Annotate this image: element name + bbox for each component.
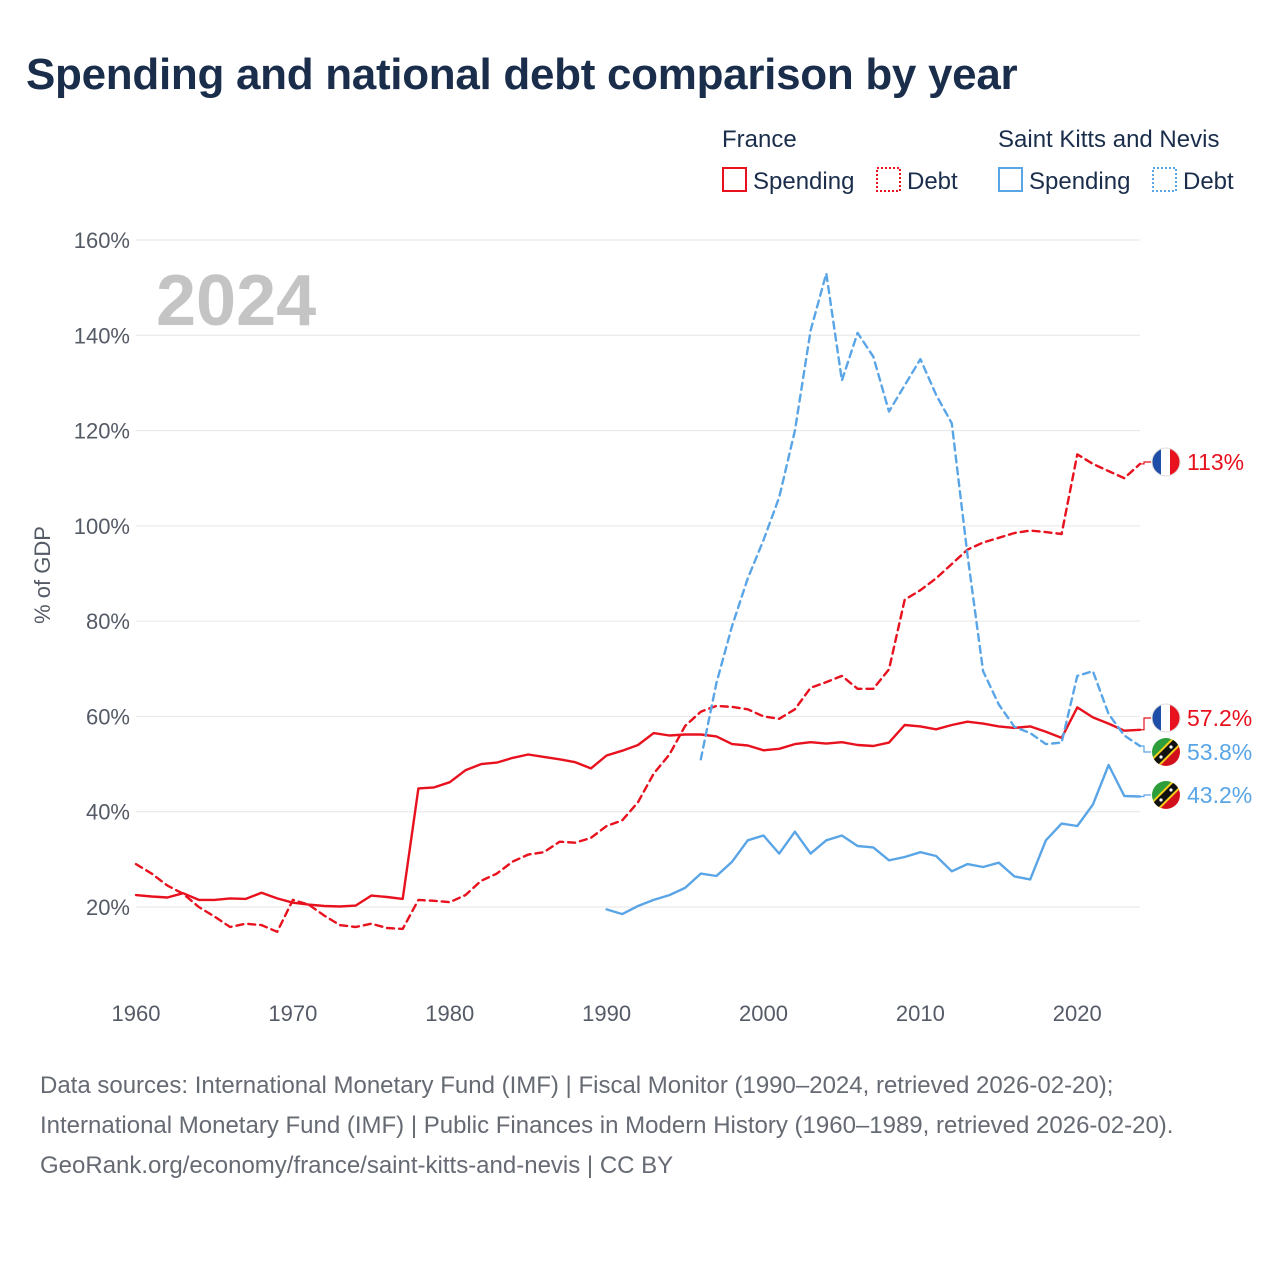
credit-line: GeoRank.org/economy/france/saint-kitts-a… bbox=[40, 1152, 674, 1179]
legend-group-france: France bbox=[722, 126, 797, 153]
x-tick-label: 2000 bbox=[739, 1001, 788, 1026]
y-tick-label: 160% bbox=[74, 228, 130, 253]
end-connector bbox=[1140, 745, 1151, 753]
legend-swatch-france-spending bbox=[722, 167, 747, 192]
flag-france-spending bbox=[1151, 703, 1181, 733]
y-tick-label: 40% bbox=[86, 800, 130, 825]
legend-label-skn-debt: Debt bbox=[1183, 168, 1234, 195]
legend-swatch-france-debt bbox=[876, 167, 901, 192]
series-line-france-debt bbox=[134, 453, 1142, 933]
footer: Data sources: International Monetary Fun… bbox=[40, 1066, 1240, 1186]
end-connector bbox=[1140, 717, 1151, 731]
x-tick-label: 1960 bbox=[112, 1001, 161, 1026]
legend-label-skn-spending: Spending bbox=[1029, 168, 1130, 195]
x-axis: 1960 1970 1980 1990 2000 2010 2020 bbox=[112, 1001, 1102, 1026]
x-tick-label: 1980 bbox=[425, 1001, 474, 1026]
chart-title: Spending and national debt comparison by… bbox=[26, 50, 1018, 99]
line-chart: France Spending Debt Saint Kitts and Nev… bbox=[30, 126, 1252, 1026]
end-label-france-spending: 57.2% bbox=[1187, 705, 1252, 731]
y-tick-label: 120% bbox=[74, 419, 130, 444]
flag-skn-debt bbox=[1152, 738, 1180, 766]
end-label-skn-spending: 43.2% bbox=[1187, 782, 1252, 808]
legend-swatch-skn-spending bbox=[998, 167, 1023, 192]
series-lines bbox=[134, 272, 1142, 933]
legend-swatch-skn-debt bbox=[1152, 167, 1177, 192]
x-tick-label: 2020 bbox=[1053, 1001, 1102, 1026]
y-tick-label: 20% bbox=[86, 895, 130, 920]
y-tick-label: 140% bbox=[74, 323, 130, 348]
legend: France Spending Debt Saint Kitts and Nev… bbox=[722, 126, 1234, 195]
y-tick-label: 60% bbox=[86, 704, 130, 729]
legend-label-france-debt: Debt bbox=[907, 168, 958, 195]
legend-label-france-spending: Spending bbox=[753, 168, 854, 195]
x-tick-label: 1990 bbox=[582, 1001, 631, 1026]
series-line-france-spending bbox=[134, 706, 1142, 908]
end-connectors bbox=[1140, 461, 1151, 798]
legend-group-skn: Saint Kitts and Nevis bbox=[998, 126, 1219, 153]
flag-skn-spending bbox=[1152, 781, 1180, 809]
data-sources: Data sources: International Monetary Fun… bbox=[40, 1072, 1174, 1139]
gridlines bbox=[136, 239, 1140, 908]
series-line-saint-kitts-and-nevis-debt bbox=[699, 272, 1142, 761]
end-connector bbox=[1140, 461, 1151, 465]
y-axis-title: % of GDP bbox=[30, 526, 55, 624]
x-tick-label: 2010 bbox=[896, 1001, 945, 1026]
end-label-skn-debt: 53.8% bbox=[1187, 739, 1252, 765]
flag-france-debt bbox=[1151, 447, 1181, 477]
y-tick-label: 100% bbox=[74, 514, 130, 539]
y-axis: 20% 40% 60% 80% 100% 120% 140% 160% bbox=[74, 228, 130, 920]
x-tick-label: 1970 bbox=[268, 1001, 317, 1026]
series-line-saint-kitts-and-nevis-spending bbox=[605, 763, 1142, 916]
y-tick-label: 80% bbox=[86, 609, 130, 634]
end-label-france-debt: 113% bbox=[1187, 449, 1244, 475]
year-label: 2024 bbox=[156, 261, 316, 341]
end-connector bbox=[1140, 794, 1151, 798]
